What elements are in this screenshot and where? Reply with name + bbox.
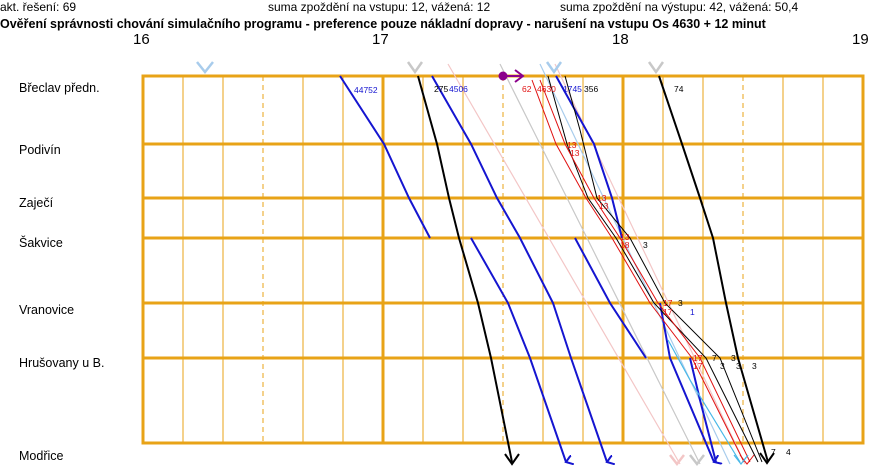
delay-label: 13 <box>570 148 580 158</box>
train-4506 <box>431 75 607 462</box>
station-vranovice: Vranovice <box>19 303 75 317</box>
cyan-trace <box>667 339 749 465</box>
station-hrusovany: Hrušovany u B. <box>19 356 105 370</box>
label-4506: 4506 <box>449 84 468 94</box>
station-modrice: Modřice <box>19 449 64 463</box>
delay-label: 7 <box>771 447 776 457</box>
hour-label-19: 19 <box>852 31 869 48</box>
label-1745: 1745 <box>563 84 582 94</box>
label-356: 356 <box>584 84 598 94</box>
fast-trains-thin <box>547 75 763 463</box>
delay-label: 13 <box>567 140 577 150</box>
label-74: 74 <box>674 84 684 94</box>
train-freight-2 <box>470 237 566 462</box>
delay-label: 3 <box>752 361 757 371</box>
delay-labels: 13 13 13 13 13 18 3 17 17 3 1 17 17 7 3 … <box>567 140 791 457</box>
station-podivin: Podivín <box>19 143 61 157</box>
half-hour-gridlines <box>262 76 744 443</box>
label-4630: 4630 <box>537 84 556 94</box>
train-freight-4 <box>659 302 714 462</box>
delay-label: 17 <box>693 361 703 371</box>
delay-label: 18 <box>620 240 630 250</box>
train-4630 <box>539 79 751 463</box>
delay-label: 3 <box>643 240 648 250</box>
minute-gridlines <box>182 76 824 443</box>
delay-label: 3 <box>736 361 741 371</box>
train-74 <box>658 75 769 463</box>
input-delay-label: suma zpoždění na vstupu: 12, vážená: 12 <box>268 0 491 14</box>
delay-label: 3 <box>731 353 736 363</box>
delay-label: 17 <box>663 298 673 308</box>
label-62: 62 <box>522 84 532 94</box>
station-zajeci: Zaječí <box>19 196 54 210</box>
disturbed-train <box>531 79 755 465</box>
delay-label: 7 <box>712 353 717 363</box>
diagram-title: Ověření správnosti chování simulačního p… <box>0 17 766 31</box>
label-275: 275 <box>434 84 448 94</box>
hour-gridlines <box>381 76 625 443</box>
delay-label: 17 <box>663 307 673 317</box>
label-44752: 44752 <box>354 85 378 95</box>
train-freight-3 <box>574 237 647 359</box>
train-freight-5 <box>689 357 717 463</box>
delay-label: 3 <box>720 361 725 371</box>
freight-trains <box>339 75 717 463</box>
train-1745 <box>555 75 623 239</box>
hour-label-17: 17 <box>372 31 389 48</box>
delay-label: 17 <box>693 353 703 363</box>
delay-label: 1 <box>690 307 695 317</box>
disturbance-arrow <box>498 69 525 83</box>
hour-label-16: 16 <box>133 31 150 48</box>
output-delay-label: suma zpoždění na výstupu: 42, vážená: 50… <box>560 0 799 14</box>
delay-label: 4 <box>786 447 791 457</box>
hour-label-18: 18 <box>612 31 629 48</box>
train-275 <box>417 75 513 463</box>
fast-trains <box>417 75 775 466</box>
station-sakvice: Šakvice <box>19 236 63 250</box>
station-breclav: Břeclav předn. <box>19 81 100 95</box>
delay-label: 13 <box>620 232 630 242</box>
ghost-arrowheads <box>196 61 705 467</box>
delay-label: 13 <box>599 201 609 211</box>
train-356 <box>564 75 763 463</box>
train-44752 <box>339 75 431 239</box>
delay-label: 13 <box>597 193 607 203</box>
iterations-label: akt. řešení: 69 <box>0 0 77 14</box>
delay-label: 3 <box>678 298 683 308</box>
